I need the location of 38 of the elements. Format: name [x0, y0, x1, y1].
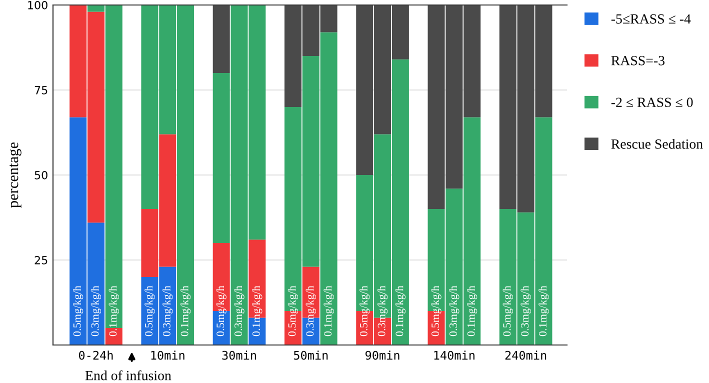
x-tick-label: 0.5mg/kg/h [73, 286, 84, 336]
y-tick-label: 50 [34, 170, 48, 180]
x-tick-label: 0.1mg/kg/h [324, 286, 334, 336]
legend-label: -2 ≤ RASS ≤ 0 [611, 98, 693, 108]
text: 90min [365, 350, 400, 360]
text: 240min [505, 350, 546, 360]
x-tick-label: 0.1mg/kg/h [180, 286, 191, 336]
x-tick-label: 0.5mg/kg/h [288, 286, 298, 336]
x-tick-label: 0.5mg/kg/h [216, 286, 226, 336]
x-tick-label: 0.3mg/kg/h [520, 286, 531, 336]
text: 30min [222, 350, 256, 360]
x-tick-label: 0.3mg/kg/h [162, 286, 173, 336]
x-tick-label: 0.1mg/kg/h [538, 286, 549, 336]
x-tick-label: 0.3mg/kg/h [449, 286, 460, 336]
x-tick-label: 0.5mg/kg/h [431, 286, 442, 336]
y-tick-label: 75 [34, 86, 48, 94]
x-tick-label: 0.5mg/kg/h [360, 286, 370, 336]
legend-label: RASS=-3 [611, 56, 664, 66]
text: End of infusion [85, 370, 172, 380]
text: 140min [434, 350, 474, 360]
x-tick-label: 0.3mg/kg/h [234, 286, 244, 336]
x-tick-label: 0.3mg/kg/h [377, 286, 388, 336]
y-tick-label: 25 [34, 256, 48, 264]
y-axis-title: percentage [9, 142, 22, 208]
x-tick-label: 0.1mg/kg/h [467, 286, 478, 336]
text: 0-24h [78, 350, 113, 360]
x-tick-label: 0.1mg/kg/h [252, 286, 262, 336]
text: 50min [294, 350, 328, 360]
x-tick-label: 0.1mg/kg/h [108, 286, 119, 336]
x-tick-label: 0.3mg/kg/h [90, 286, 102, 336]
x-tick-label: 0.1mg/kg/h [395, 286, 406, 336]
x-tick-label: 0.5mg/kg/h [144, 286, 155, 336]
y-tick-label: 100 [28, 0, 48, 10]
legend-label: Rescue Sedation [611, 138, 703, 149]
x-tick-label: 0.3mg/kg/h [306, 286, 316, 336]
text: 10min [151, 350, 184, 360]
x-tick-label: 0.5mg/kg/h [502, 286, 513, 336]
legend-label: -5≤RASS ≤ -4 [611, 14, 691, 24]
